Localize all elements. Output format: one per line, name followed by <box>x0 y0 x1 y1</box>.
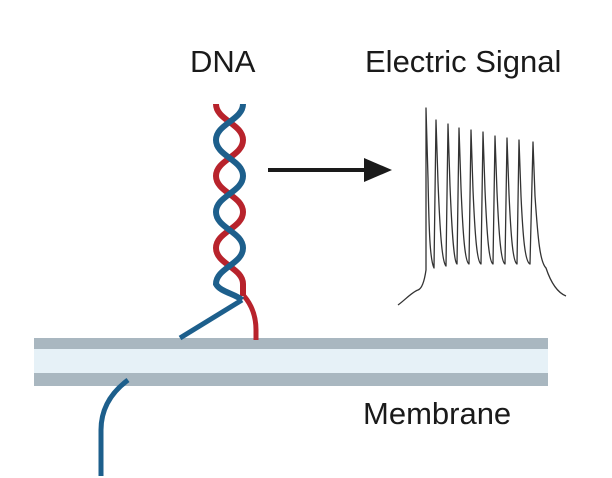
membrane-inner-layer <box>34 349 548 373</box>
dna-strand-red-anchor <box>242 294 259 340</box>
electric-signal-trace <box>397 107 567 306</box>
dna-label: DNA <box>190 44 256 79</box>
dna-strand-blue <box>212 103 247 303</box>
dna-strand-blue-tail <box>98 377 130 476</box>
membrane-label: Membrane <box>363 396 512 431</box>
arrow-head <box>364 158 392 182</box>
dna-helix <box>212 103 247 303</box>
dna-strand-red <box>212 103 247 296</box>
electric-signal-label: Electric Signal <box>365 44 562 79</box>
dna-strand-blue-anchor <box>178 297 244 341</box>
membrane <box>34 338 548 386</box>
right-arrow-icon <box>268 158 392 182</box>
